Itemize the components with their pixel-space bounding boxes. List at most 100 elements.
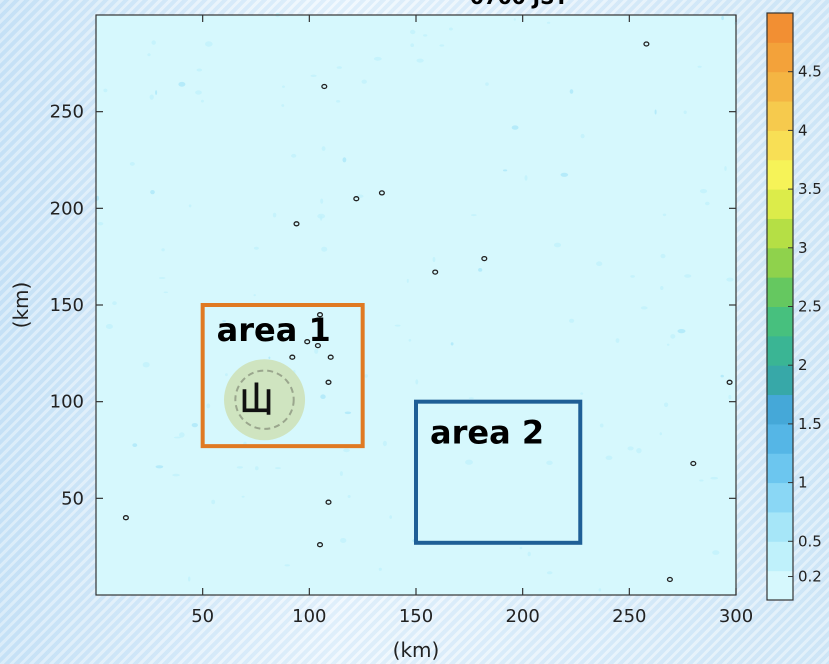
field-speckle [158, 277, 166, 279]
field-speckle [343, 448, 350, 453]
colorbar-band [767, 453, 793, 484]
field-speckle [195, 90, 202, 95]
field-speckle [560, 172, 569, 177]
field-speckle [191, 423, 198, 428]
field-speckle [410, 29, 416, 35]
field-speckle [724, 166, 727, 171]
field-speckle [697, 65, 702, 68]
field-speckle [666, 343, 670, 346]
field-speckle [511, 125, 519, 130]
field-speckle [222, 320, 227, 322]
field-speckle [253, 294, 256, 297]
field-speckle [373, 56, 382, 61]
field-speckle [236, 466, 243, 469]
field-speckle [636, 448, 642, 454]
field-speckle [596, 261, 603, 267]
colorbar-tick-label: 1.5 [798, 415, 822, 433]
field-speckle [684, 274, 692, 278]
y-tick-label: 150 [50, 295, 84, 316]
field-speckle [188, 576, 191, 582]
field-speckle [670, 334, 676, 339]
field-speckle [336, 100, 341, 103]
field-speckle [470, 214, 477, 217]
contour-mark [432, 269, 439, 275]
field-speckle [408, 339, 412, 342]
field-speckle [389, 515, 393, 519]
colorbar-band [767, 218, 793, 249]
area-1-box [200, 303, 365, 449]
contour-mark [327, 354, 334, 360]
field-speckle [630, 275, 635, 278]
contour-mark [314, 342, 321, 349]
field-speckle [654, 109, 657, 115]
field-speckle [254, 466, 259, 471]
field-speckle [513, 18, 516, 21]
field-speckle [291, 153, 297, 158]
field-speckle [378, 567, 382, 571]
field-speckle [225, 373, 228, 377]
field-speckle [410, 43, 415, 47]
field-speckle [659, 432, 662, 436]
field-speckle [406, 278, 409, 283]
colorbar-band [767, 365, 793, 396]
colorbar-tick-label: 3 [798, 239, 808, 257]
colorbar-tick-label: 4 [798, 121, 808, 139]
colorbar-band [767, 101, 793, 131]
field-speckle [485, 82, 489, 86]
field-speckle [200, 99, 204, 103]
colorbar-band [767, 189, 793, 219]
contour-mark [325, 379, 332, 385]
colorbar-tick-label: 0.2 [798, 568, 822, 586]
y-axis: 50 100 150 200 250 [50, 102, 736, 509]
chart-title: 0700 JST [470, 0, 568, 9]
field-speckle [344, 411, 352, 415]
field-speckle [361, 79, 367, 84]
field-speckle [173, 436, 181, 439]
field-speckle [524, 175, 528, 181]
colorbar-ticks: 0.2 0.5 1 1.5 2 2.5 3 3.5 4 4.5 [788, 63, 822, 586]
field-speckle [605, 455, 613, 460]
field-speckle [129, 162, 135, 166]
y-tick-label: 100 [50, 392, 84, 413]
field-speckle [683, 110, 687, 115]
field-speckle [450, 342, 454, 346]
field-speckle [580, 392, 584, 395]
field-speckle [478, 268, 483, 272]
field-speckle [705, 201, 710, 206]
area-2-label: area 2 [430, 414, 544, 452]
field-speckle [155, 90, 158, 95]
field-speckle [342, 157, 347, 163]
field-speckle [364, 374, 369, 378]
area-1-label: area 1 [217, 311, 331, 349]
field-speckle [206, 403, 211, 409]
field-speckle [150, 190, 155, 195]
field-speckle [503, 169, 508, 172]
field-speckle [105, 324, 113, 329]
field-speckle [519, 546, 523, 550]
field-speckle [598, 588, 602, 592]
field-speckle [382, 440, 387, 447]
field-speckle [179, 432, 185, 438]
colorbar-band [767, 306, 793, 337]
field-speckle [103, 88, 108, 93]
contour-mark [666, 576, 673, 583]
colorbar-band [767, 335, 793, 366]
field-speckle [155, 465, 164, 469]
colorbar-tick-label: 4.5 [798, 63, 822, 81]
field-speckle [284, 564, 291, 567]
field-speckle [416, 58, 424, 63]
colorbar-tick-label: 2 [798, 356, 808, 374]
field-speckle [699, 479, 704, 482]
field-speckle [149, 94, 154, 100]
y-tick-label: 50 [61, 488, 84, 509]
field-speckle [317, 213, 326, 219]
field-speckle [178, 81, 186, 87]
field-speckle [281, 104, 285, 107]
contour-mark [378, 190, 385, 196]
field-speckle [172, 473, 180, 477]
field-speckle [320, 198, 324, 204]
contour-mark [353, 196, 360, 202]
x-axis: 50 100 150 200 250 300 [191, 15, 753, 627]
field-speckle [339, 471, 343, 476]
field-speckle [97, 222, 104, 226]
